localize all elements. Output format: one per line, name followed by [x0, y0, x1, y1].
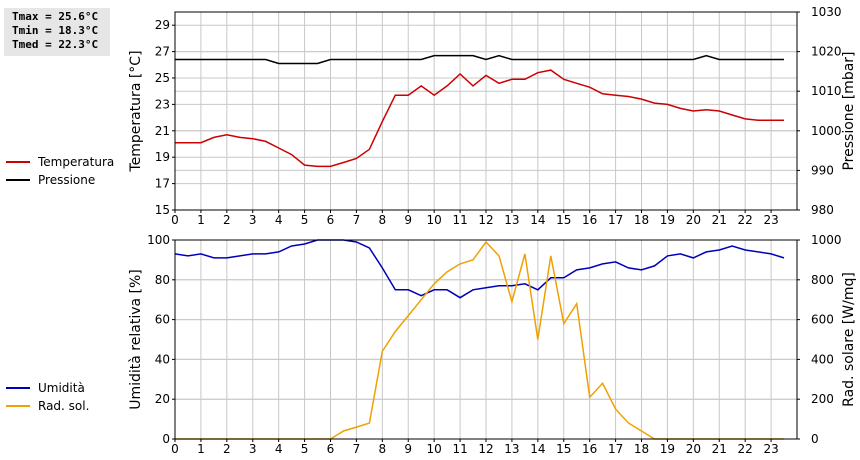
x-tick-label: 22	[738, 442, 753, 456]
y-axis-label: Umidità relativa [%]	[128, 269, 144, 410]
x-tick-label: 7	[353, 442, 361, 456]
x-tick-label: 14	[530, 213, 545, 227]
x-tick-label: 5	[301, 213, 309, 227]
legend-label: Temperatura	[37, 155, 114, 169]
x-tick-label: 9	[404, 213, 412, 227]
x-tick-label: 19	[660, 213, 675, 227]
x-tick-label: 11	[452, 442, 467, 456]
x-tick-label: 5	[301, 442, 309, 456]
y-tick-label: 25	[155, 71, 170, 85]
x-tick-label: 18	[634, 442, 649, 456]
stats-box: Tmax = 25.6°C Tmin = 18.3°C Tmed = 22.3°…	[4, 8, 110, 56]
y2-axis-label: Pressione [mbar]	[841, 51, 857, 170]
x-tick-label: 19	[660, 442, 675, 456]
y-tick-label: 20	[155, 392, 170, 406]
x-tick-label: 3	[249, 213, 257, 227]
x-tick-label: 7	[353, 213, 361, 227]
series-line-0	[175, 69, 784, 168]
x-tick-label: 1	[197, 442, 205, 456]
y-tick-label: 100	[147, 233, 170, 247]
x-tick-label: 20	[686, 213, 701, 227]
x-tick-label: 12	[478, 442, 493, 456]
x-tick-label: 8	[379, 442, 387, 456]
legend-label: Umidità	[38, 381, 85, 395]
x-tick-label: 15	[556, 213, 571, 227]
x-tick-label: 2	[223, 442, 231, 456]
x-tick-label: 21	[712, 442, 727, 456]
x-tick-label: 2	[223, 213, 231, 227]
x-tick-label: 22	[738, 213, 753, 227]
y2-tick-label: 1020	[811, 45, 842, 59]
x-tick-label: 13	[504, 442, 519, 456]
y2-axis-label: Rad. solare [W/mq]	[841, 272, 857, 407]
y-tick-label: 27	[155, 45, 170, 59]
legend-label: Pressione	[38, 173, 95, 187]
x-tick-label: 17	[608, 213, 623, 227]
y-tick-label: 23	[155, 97, 170, 111]
tmed-label: Tmed = 22.3°C	[12, 38, 99, 51]
y-tick-label: 0	[162, 432, 170, 446]
y2-tick-label: 0	[811, 432, 819, 446]
x-tick-label: 23	[763, 442, 778, 456]
y-tick-label: 40	[155, 352, 170, 366]
y-tick-label: 19	[155, 150, 170, 164]
tmax-label: Tmax = 25.6°C	[12, 10, 99, 23]
x-tick-label: 21	[712, 213, 727, 227]
x-tick-label: 0	[171, 442, 179, 456]
y2-tick-label: 800	[811, 273, 834, 287]
tmin-label: Tmin = 18.3°C	[12, 24, 99, 37]
humidity-radiation-chart: 0 1 2 3 4 5 6 7 8 9 10 11 12 13 14 15 16 17 18 19 20 21 22 2302…	[6, 233, 857, 456]
y-tick-label: 15	[155, 203, 170, 217]
x-tick-label: 14	[530, 442, 545, 456]
temperature-pressure-chart: 0 1 2 3 4 5 6 7 8 9 10 11 12 13 14 15 16 17 18 19 20 21 22 2315…	[6, 5, 857, 227]
y-axis-label: Temperatura [°C]	[128, 50, 144, 172]
x-tick-label: 16	[582, 213, 597, 227]
y2-tick-label: 1030	[811, 5, 842, 19]
y2-tick-label: 600	[811, 313, 834, 327]
y-tick-label: 60	[155, 313, 170, 327]
x-tick-label: 6	[327, 213, 335, 227]
series-line-1	[175, 54, 784, 65]
y2-tick-label: 400	[811, 352, 834, 366]
y2-tick-label: 1000	[811, 124, 842, 138]
x-tick-label: 10	[427, 213, 442, 227]
legend-label: Rad. sol.	[38, 399, 89, 413]
x-tick-label: 20	[686, 442, 701, 456]
x-tick-label: 10	[427, 442, 442, 456]
y-tick-label: 80	[155, 273, 170, 287]
y2-tick-label: 200	[811, 392, 834, 406]
x-tick-label: 3	[249, 442, 257, 456]
y2-tick-label: 1010	[811, 84, 842, 98]
y-tick-label: 17	[155, 177, 170, 191]
y-tick-label: 21	[155, 124, 170, 138]
y2-tick-label: 990	[811, 163, 834, 177]
x-tick-label: 18	[634, 213, 649, 227]
y2-tick-label: 980	[811, 203, 834, 217]
x-tick-label: 9	[404, 442, 412, 456]
x-tick-label: 0	[171, 213, 179, 227]
x-tick-label: 11	[452, 213, 467, 227]
x-tick-label: 15	[556, 442, 571, 456]
x-tick-label: 6	[327, 442, 335, 456]
x-tick-label: 8	[379, 213, 387, 227]
x-tick-label: 12	[478, 213, 493, 227]
series-line-0	[174, 239, 785, 299]
x-tick-label: 23	[763, 213, 778, 227]
x-tick-label: 16	[582, 442, 597, 456]
y2-tick-label: 1000	[811, 233, 842, 247]
x-tick-label: 4	[275, 213, 283, 227]
x-tick-label: 1	[197, 213, 205, 227]
x-tick-label: 13	[504, 213, 519, 227]
y-tick-label: 29	[155, 18, 170, 32]
x-tick-label: 17	[608, 442, 623, 456]
series-line-1	[175, 240, 784, 440]
x-tick-label: 4	[275, 442, 283, 456]
